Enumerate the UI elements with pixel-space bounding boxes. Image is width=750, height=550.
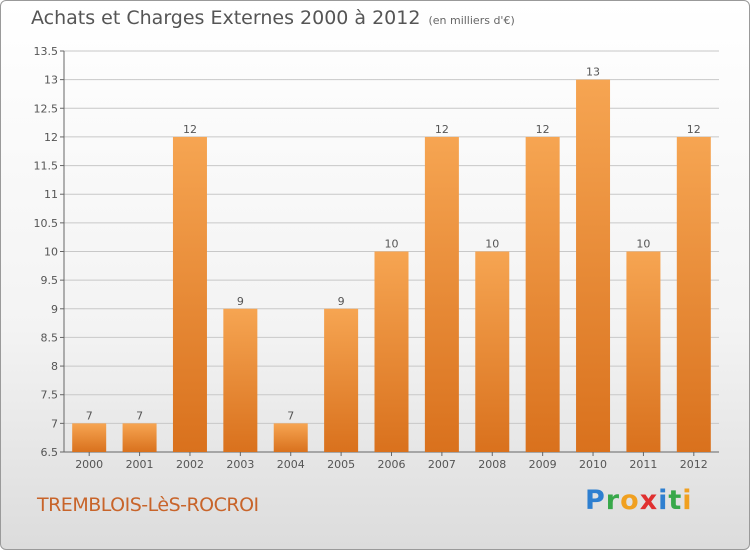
value-label: 13 <box>586 66 600 79</box>
value-label: 12 <box>435 123 449 136</box>
logo-letter: i <box>682 485 693 516</box>
y-tick-label: 8 <box>51 360 58 373</box>
value-labels: 7 7 12 9 7 9 10 12 10 12 13 10 12 <box>86 66 701 423</box>
value-label: 9 <box>338 295 345 308</box>
proxiti-logo: Proxiti <box>585 485 693 516</box>
chart-subtitle: (en milliers d'€) <box>428 14 515 27</box>
y-tick-label: 12 <box>44 131 58 144</box>
x-axis: 2000 2001 2002 2003 2004 2005 2006 2007 2008 2009… <box>75 452 708 471</box>
bar <box>172 136 207 452</box>
y-tick-label: 13.5 <box>34 45 59 58</box>
x-tick-label: 2004 <box>277 458 305 471</box>
y-tick-label: 10 <box>44 246 58 259</box>
x-tick-label: 2002 <box>176 458 204 471</box>
x-tick-label: 2009 <box>529 458 557 471</box>
value-label: 12 <box>687 123 701 136</box>
x-tick-label: 2005 <box>327 458 355 471</box>
value-label: 10 <box>385 238 399 251</box>
bar <box>525 136 560 452</box>
x-tick-label: 2011 <box>629 458 657 471</box>
bar <box>676 136 711 452</box>
y-tick-label: 9.5 <box>41 274 59 287</box>
bar <box>223 308 258 452</box>
y-tick-label: 12.5 <box>34 102 59 115</box>
logo-letter: i <box>658 485 669 516</box>
value-label: 9 <box>237 295 244 308</box>
x-tick-label: 2001 <box>126 458 154 471</box>
bar <box>424 136 459 452</box>
y-tick-label: 10.5 <box>34 217 59 230</box>
y-tick-label: 9 <box>51 303 58 316</box>
logo-letter: x <box>639 485 659 516</box>
bars <box>72 79 711 453</box>
value-label: 12 <box>536 123 550 136</box>
logo-letter: o <box>620 485 640 516</box>
bar <box>122 423 157 452</box>
x-tick-label: 2003 <box>226 458 254 471</box>
chart-title: Achats et Charges Externes 2000 à 2012 (e… <box>31 7 515 29</box>
value-label: 7 <box>86 409 93 422</box>
y-tick-label: 13 <box>44 74 58 87</box>
x-tick-label: 2006 <box>378 458 406 471</box>
bar <box>72 423 107 452</box>
x-tick-label: 2008 <box>478 458 506 471</box>
bar <box>324 308 359 452</box>
bar <box>374 251 409 452</box>
x-tick-label: 2010 <box>579 458 607 471</box>
logo-letter: r <box>605 485 621 516</box>
value-label: 12 <box>183 123 197 136</box>
logo-letter: t <box>668 485 683 516</box>
y-tick-label: 7.5 <box>41 389 59 402</box>
y-tick-label: 11 <box>44 188 58 201</box>
value-label: 10 <box>636 238 650 251</box>
y-tick-label: 11.5 <box>34 160 59 173</box>
y-tick-label: 8.5 <box>41 331 59 344</box>
y-tick-label: 6.5 <box>41 446 59 459</box>
bar <box>626 251 661 452</box>
value-label: 7 <box>136 409 143 422</box>
value-label: 7 <box>287 409 294 422</box>
logo-letter: P <box>585 485 606 516</box>
chart-title-text: Achats et Charges Externes 2000 à 2012 <box>31 7 421 29</box>
x-tick-label: 2000 <box>75 458 103 471</box>
commune-name: TREMBLOIS-LèS-ROCROI <box>37 494 259 516</box>
bar <box>273 423 308 452</box>
y-tick-label: 7 <box>51 417 58 430</box>
bar <box>475 251 510 452</box>
bar <box>576 79 611 453</box>
x-tick-label: 2012 <box>680 458 708 471</box>
x-tick-label: 2007 <box>428 458 456 471</box>
value-label: 10 <box>485 238 499 251</box>
